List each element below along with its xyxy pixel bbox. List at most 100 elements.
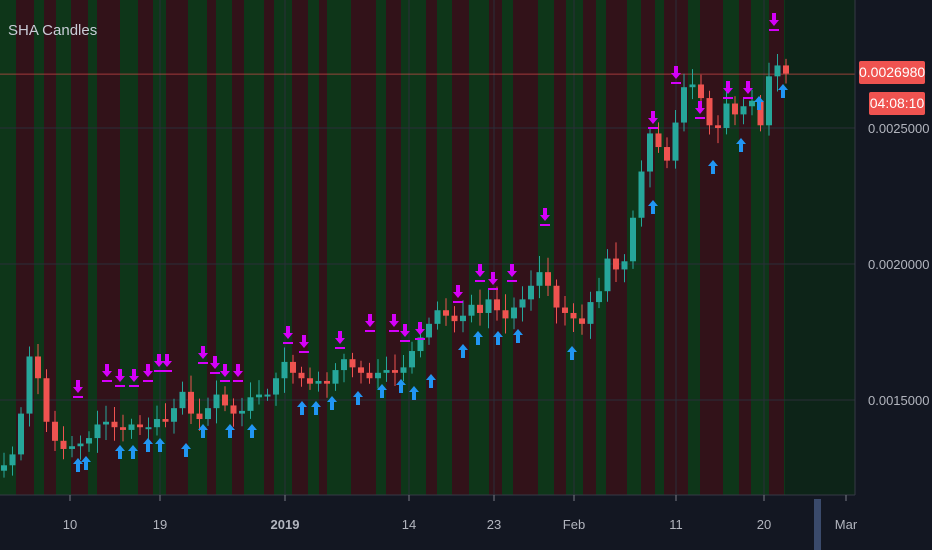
candle-body[interactable] [120, 427, 126, 430]
candle-body[interactable] [519, 299, 526, 308]
candle-body[interactable] [290, 361, 296, 373]
candle-body[interactable] [468, 304, 475, 316]
candle-body[interactable] [460, 315, 466, 322]
candle-body[interactable] [145, 427, 152, 430]
candle-body[interactable] [213, 394, 220, 409]
candle-body[interactable] [749, 100, 755, 107]
candle-body[interactable] [137, 424, 143, 428]
candle-body[interactable] [239, 410, 245, 414]
candle-body[interactable] [757, 100, 764, 126]
candle-body[interactable] [94, 424, 101, 439]
candle-body[interactable] [9, 454, 16, 466]
candle-body[interactable] [375, 372, 381, 379]
candle-body[interactable] [247, 397, 254, 411]
candle-body[interactable] [196, 413, 203, 420]
sell-signal-bar [233, 380, 243, 382]
candle-body[interactable] [52, 421, 58, 441]
candle-body[interactable] [451, 315, 458, 322]
candle-body[interactable] [655, 133, 662, 148]
candle-body[interactable] [400, 367, 407, 373]
candle-body[interactable] [86, 438, 92, 444]
candle-body[interactable] [307, 378, 313, 384]
candle-body[interactable] [298, 372, 305, 379]
candle-body[interactable] [664, 147, 670, 161]
candle-body[interactable] [511, 307, 517, 319]
candle-body[interactable] [477, 304, 483, 313]
candle-body[interactable] [604, 258, 611, 292]
candle-body[interactable] [264, 394, 271, 397]
candle-body[interactable] [383, 370, 390, 373]
candle-body[interactable] [613, 258, 619, 270]
candle-body[interactable] [766, 76, 772, 126]
candle-body[interactable] [681, 87, 687, 123]
candle-body[interactable] [128, 424, 135, 430]
price-scale[interactable] [855, 0, 932, 550]
candle-body[interactable] [1, 465, 7, 471]
candle-body[interactable] [230, 405, 237, 414]
candle-body[interactable] [698, 84, 704, 99]
candle-body[interactable] [349, 359, 356, 368]
candle-body[interactable] [562, 307, 568, 313]
candle-body[interactable] [35, 356, 41, 379]
candle-body[interactable] [69, 446, 75, 449]
candle-body[interactable] [774, 65, 781, 77]
candle-body[interactable] [638, 171, 645, 218]
candle-body[interactable] [18, 413, 24, 455]
candle-body[interactable] [154, 419, 160, 428]
candle-body[interactable] [672, 122, 679, 161]
candle-body[interactable] [553, 285, 560, 308]
candle-body[interactable] [171, 408, 177, 422]
candle-body[interactable] [60, 440, 67, 449]
candle-body[interactable] [281, 361, 288, 379]
candle-body[interactable] [732, 103, 738, 115]
candle-body[interactable] [315, 380, 322, 384]
candle-body[interactable] [570, 312, 577, 319]
buy-arrow-shaft [356, 397, 360, 405]
candle-body[interactable] [273, 378, 279, 395]
candle-body[interactable] [502, 310, 509, 319]
candle-body[interactable] [783, 65, 789, 74]
candle-body[interactable] [587, 302, 594, 324]
candle-body[interactable] [485, 299, 492, 313]
candle-body[interactable] [188, 391, 194, 414]
time-scale[interactable] [0, 495, 932, 550]
candle-body[interactable] [358, 367, 364, 373]
candle-body[interactable] [77, 443, 84, 447]
candle-body[interactable] [706, 98, 713, 126]
candle-body[interactable] [366, 372, 373, 379]
indicator-title[interactable]: SHA Candles [8, 22, 98, 39]
candle-body[interactable] [647, 133, 653, 172]
candle-body[interactable] [740, 106, 747, 115]
candle-body[interactable] [528, 285, 534, 300]
candle-body[interactable] [43, 378, 50, 422]
candle-body[interactable] [332, 370, 339, 384]
candle-body[interactable] [596, 291, 602, 303]
candle-body[interactable] [205, 408, 211, 420]
candle-body[interactable] [723, 103, 730, 128]
candle-body[interactable] [621, 261, 628, 270]
candle-body[interactable] [443, 310, 449, 316]
candle-body[interactable] [545, 272, 551, 286]
candle-body[interactable] [409, 351, 415, 368]
candle-body[interactable] [26, 356, 33, 414]
candle-body[interactable] [579, 318, 585, 324]
candle-body[interactable] [179, 391, 186, 409]
candle-body[interactable] [222, 394, 228, 406]
candle-body[interactable] [392, 370, 398, 373]
candle-body[interactable] [111, 421, 118, 428]
candle-body[interactable] [162, 419, 169, 422]
candle-body[interactable] [536, 272, 543, 286]
candle-body[interactable] [630, 217, 636, 262]
candle-body[interactable] [103, 421, 109, 425]
candle-body[interactable] [426, 323, 432, 338]
candle-body[interactable] [689, 84, 696, 88]
candle-body[interactable] [324, 380, 330, 384]
candle-body[interactable] [434, 310, 441, 324]
candle-body[interactable] [715, 125, 721, 128]
candle-body[interactable] [417, 337, 424, 352]
time-scale-handle[interactable] [814, 499, 821, 550]
candle-body[interactable] [494, 299, 500, 311]
candle-body[interactable] [341, 359, 347, 371]
candle-body[interactable] [256, 394, 262, 398]
